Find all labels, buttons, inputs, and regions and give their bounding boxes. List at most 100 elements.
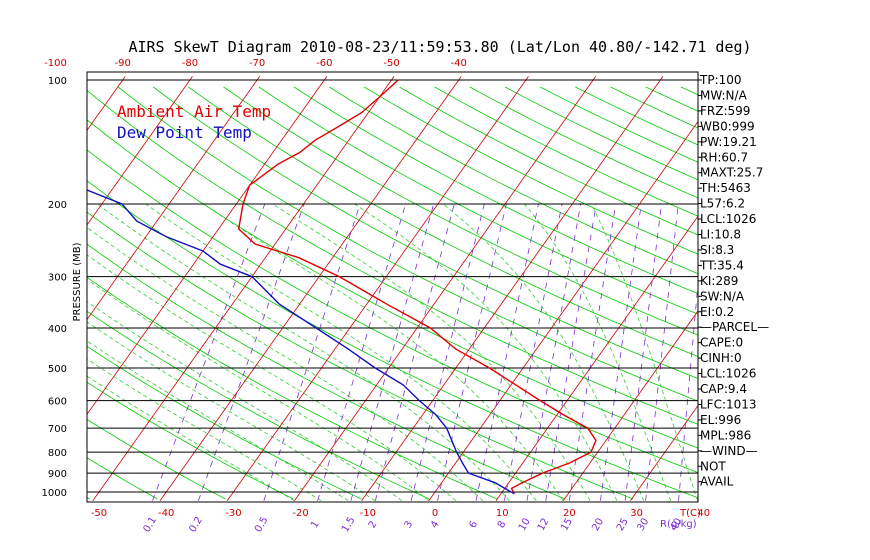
- top-temp-tick-label: -70: [249, 58, 265, 69]
- moist-adiabat-line: [87, 375, 295, 502]
- temp-tick-label: 10: [496, 508, 509, 519]
- moist-adiabat-line: [354, 203, 618, 501]
- mixing-ratio-line: [152, 203, 266, 501]
- series-line: [87, 189, 515, 495]
- mixing-ratio-line: [645, 203, 679, 501]
- mixing-ratio-tick-label: 4: [429, 519, 442, 530]
- mixing-ratio-tick-label: 0.5: [253, 515, 270, 534]
- top-temp-tick-label: -40: [451, 58, 467, 69]
- index-label: MAXT:25.7: [700, 166, 763, 180]
- index-label: —PARCEL—: [700, 320, 769, 334]
- dry-adiabat-line: [504, 86, 698, 181]
- mixing-ratio-line: [374, 203, 455, 501]
- mixing-ratio-line: [526, 203, 582, 501]
- dry-adiabat-line: [87, 243, 566, 500]
- isotherm-line: [87, 76, 328, 415]
- isotherm-line: [562, 310, 698, 501]
- mixing-ratio-line: [197, 203, 305, 501]
- pressure-axis: 100 200 300 400 500 600 700 800 900 1000: [42, 76, 67, 499]
- sounding-series: [87, 79, 597, 495]
- dry-adiabat-line: [87, 381, 294, 500]
- moist-adiabat-line: [145, 203, 537, 501]
- pressure-tick-label: 500: [48, 364, 67, 375]
- pressure-tick-label: 200: [48, 200, 67, 211]
- index-label: TH:5463: [699, 181, 751, 195]
- index-label: FRZ:599: [700, 104, 750, 118]
- dry-adiabat-line: [87, 345, 362, 500]
- mixing-ratio-tick-label: 0.1: [142, 515, 159, 534]
- mixing-ratio-axis: 0.1 0.2 0.5 1 1.5 2 3 4 6 8 10 12 15 20 25 30 40: [142, 515, 685, 534]
- mixing-ratio-tick-label: 6: [467, 519, 480, 530]
- mixing-ratio-line: [350, 203, 435, 501]
- legend: Ambient Air Temp Dew Point Temp: [117, 102, 271, 142]
- index-label: —WIND—: [700, 444, 758, 458]
- dry-adiabat-line: [258, 86, 698, 315]
- mixing-ratio-tick-label: 3: [403, 519, 416, 530]
- mixing-ratio-line: [624, 203, 662, 501]
- isotherm-line: [87, 76, 126, 132]
- isotherm-line: [159, 76, 462, 501]
- pressure-tick-label: 900: [48, 469, 67, 480]
- moist-adiabat-line: [87, 321, 376, 502]
- top-temp-tick-label: -60: [316, 58, 332, 69]
- index-label: RH:60.7: [700, 150, 748, 164]
- isotherms: [87, 76, 698, 501]
- temp-tick-label: -50: [91, 508, 107, 519]
- moist-adiabat-line: [97, 203, 510, 501]
- index-label: SI:8.3: [700, 243, 734, 257]
- legend-entry: Dew Point Temp: [117, 123, 252, 142]
- dry-adiabat-line: [87, 310, 430, 500]
- dry-adiabat-line: [188, 86, 698, 358]
- dry-adiabat-line: [87, 149, 698, 474]
- index-label: SW:N/A: [700, 289, 745, 303]
- dry-adiabat-line: [87, 276, 498, 500]
- dry-adiabats: [87, 86, 698, 500]
- top-temp-tick-label: -50: [383, 58, 399, 69]
- mixing-ratio-tick-label: 8: [496, 519, 509, 530]
- index-label: CINH:0: [700, 351, 742, 365]
- index-label: CAPE:0: [700, 336, 743, 350]
- temp-unit-label: T(C): [679, 508, 701, 519]
- moist-adiabat-line: [87, 340, 349, 502]
- index-label: TP:100: [699, 73, 742, 87]
- mixing-ratio-line: [437, 203, 507, 501]
- plot-area: [87, 76, 698, 502]
- dry-adiabat-line: [223, 86, 698, 336]
- index-label: MW:N/A: [700, 88, 748, 102]
- mixing-ratio-tick-label: 20: [590, 516, 606, 533]
- index-label: L57:6.2: [700, 197, 745, 211]
- mixing-ratio-line: [263, 203, 361, 501]
- index-label: LI:10.8: [700, 228, 741, 242]
- mixing-ratio-line: [317, 203, 406, 501]
- isotherm-line: [87, 76, 193, 226]
- index-label: LFC:1013: [700, 397, 757, 411]
- isotherm-line: [630, 404, 698, 501]
- moist-adiabats: [87, 203, 698, 502]
- pressure-tick-label: 1000: [42, 488, 67, 499]
- moist-adiabat-line: [524, 203, 672, 501]
- top-temp-tick-label: -100: [44, 58, 67, 69]
- moist-adiabat-line: [203, 203, 564, 501]
- mixing-ratio-line: [600, 203, 642, 501]
- mixing-ratio-tick-label: 12: [536, 516, 552, 533]
- dry-adiabat-line: [293, 86, 698, 295]
- moist-adiabat-line: [272, 203, 591, 501]
- index-label: TT:35.4: [699, 258, 744, 272]
- legend-entry: Ambient Air Temp: [117, 102, 271, 121]
- pressure-tick-label: 800: [48, 448, 67, 459]
- moist-adiabat-line: [590, 203, 698, 501]
- mixing-ratio-line: [475, 203, 539, 501]
- isotherm-line: [226, 76, 529, 501]
- moist-adiabat-line: [87, 278, 430, 502]
- pressure-tick-label: 100: [48, 76, 67, 87]
- dry-adiabat-line: [87, 418, 226, 500]
- moist-adiabat-line: [87, 301, 403, 502]
- temp-tick-label: -30: [225, 508, 241, 519]
- top-temp-tick-label: -90: [115, 58, 131, 69]
- isotherm-line: [87, 76, 261, 321]
- temp-tick-label: 0: [432, 508, 438, 519]
- temp-tick-label: 20: [563, 508, 576, 519]
- mixing-ratio-line: [503, 203, 563, 501]
- mixing-ratio-tick-label: 2: [367, 519, 380, 530]
